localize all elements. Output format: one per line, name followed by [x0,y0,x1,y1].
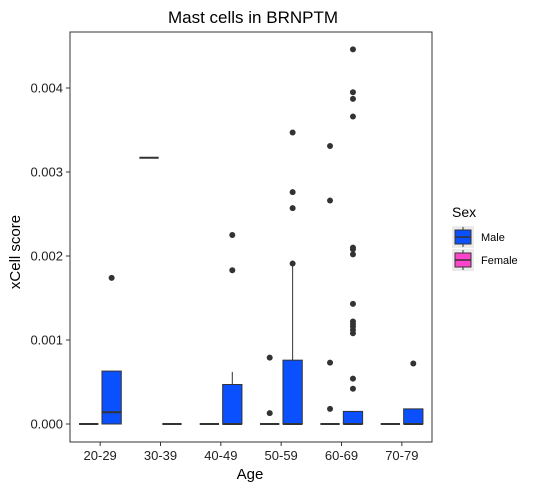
outlier-point [289,205,296,212]
box-iqr [282,359,303,425]
outlier-point [266,354,273,361]
y-tick-label: 0.001 [30,333,63,348]
outlier-point [349,46,356,53]
outlier-point [349,244,356,251]
box-male-70-79 [403,360,424,425]
legend-title: Sex [452,204,476,220]
box-series [79,46,424,425]
y-tick-label: 0.000 [30,417,63,432]
outlier-point [289,260,296,267]
outlier-point [349,300,356,307]
legend-label-female: Female [481,255,518,267]
box-iqr [101,370,122,425]
x-tick-label: 60-69 [325,448,358,463]
x-axis: 20-29 30-39 40-49 50-59 60-69 70-79 [84,442,418,463]
box-male-40-49 [222,232,243,425]
x-tick-label: 50-59 [265,448,298,463]
x-tick-label: 20-29 [84,448,117,463]
outlier-point [108,274,115,281]
outlier-point [327,359,334,366]
outlier-point [349,251,356,258]
box-iqr [222,384,243,425]
x-axis-title: Age [237,466,264,483]
chart-title: Mast cells in BRNPTM [168,8,338,27]
plot-panel [69,31,433,443]
x-tick-label: 70-79 [385,448,418,463]
legend: Sex Male Female [452,204,518,271]
outlier-point [349,318,356,325]
x-tick-label: 30-39 [144,448,177,463]
x-tick-label: 40-49 [204,448,237,463]
outlier-point [327,405,334,412]
outlier-point [349,385,356,392]
outlier-point [349,113,356,120]
y-axis-title: xCell score [7,215,24,289]
box-male-60-69 [342,46,364,425]
outlier-point [349,375,356,382]
outlier-point [229,232,236,238]
box-female-60-69 [320,142,340,425]
outlier-point [327,197,334,204]
y-axis: 0.000 0.001 0.002 0.003 0.004 [30,81,70,432]
outlier-point [327,142,334,149]
outlier-point [229,267,236,274]
box-male-50-59 [282,129,303,425]
box-female-50-59 [260,354,280,425]
y-tick-label: 0.003 [30,165,63,180]
box-male-20-29 [101,274,122,425]
outlier-point [289,129,296,136]
outlier-point [349,89,356,96]
legend-label-male: Male [481,232,505,244]
legend-entry-female: Female [452,249,518,271]
y-tick-label: 0.002 [30,249,63,264]
y-tick-label: 0.004 [30,81,63,96]
outlier-point [349,95,356,102]
outlier-point [266,410,273,417]
outlier-point [289,189,296,196]
box-iqr [403,408,424,425]
box-iqr [342,410,364,425]
legend-entry-male: Male [452,226,505,248]
outlier-point [410,360,417,367]
